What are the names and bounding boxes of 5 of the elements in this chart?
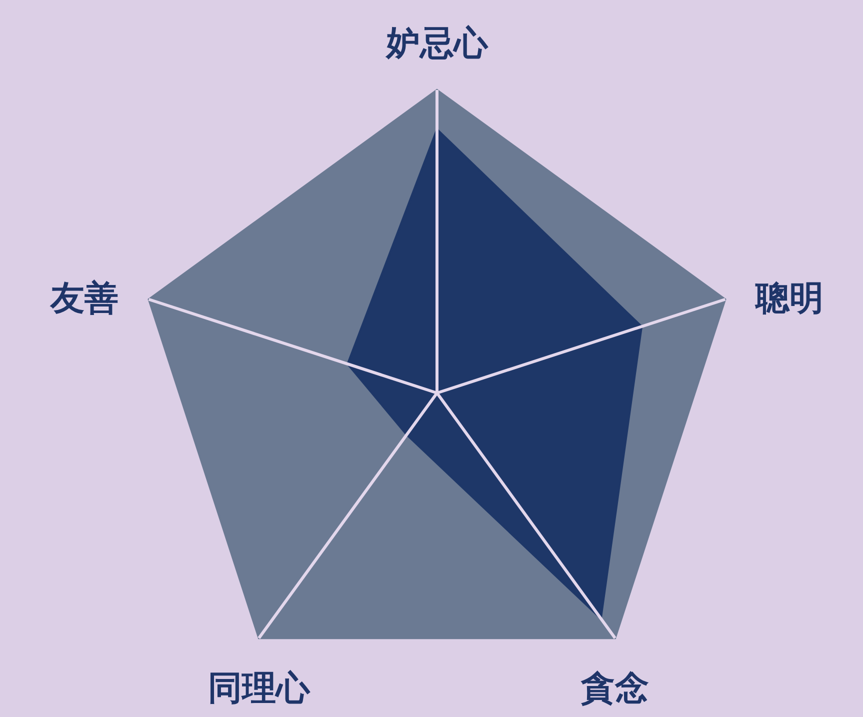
spoke-label: 同理心 [208, 668, 311, 709]
spoke-label: 友善 [50, 278, 119, 318]
spoke-label: 妒忌心 [385, 24, 489, 64]
spoke-label: 聰明 [754, 278, 824, 318]
spoke-label: 貪念 [580, 668, 650, 709]
